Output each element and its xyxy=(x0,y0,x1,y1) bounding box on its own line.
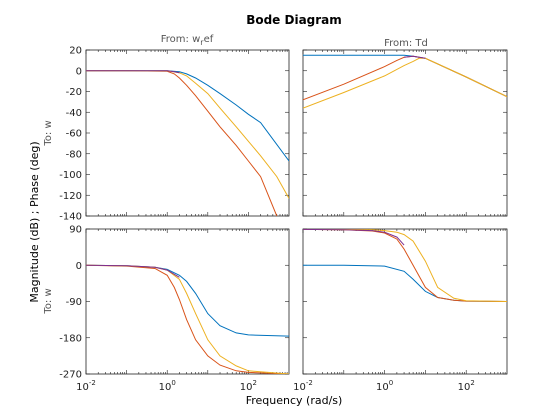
output-label-row1: To: w xyxy=(43,120,54,146)
x-tick-label: 102 xyxy=(458,379,475,393)
y-tick-label: -20 xyxy=(66,87,82,98)
x-tick-base: 10 xyxy=(240,382,253,393)
y-tick-label: 0 xyxy=(76,66,82,77)
tick-labels: 200-20-40-60-80-100-120-140900-90-180-27… xyxy=(59,46,475,394)
series-line-phase-wref-2 xyxy=(86,264,289,374)
series-line-mag-td-4 xyxy=(404,55,426,59)
y-tick-label: 0 xyxy=(76,261,82,272)
x-tick-label: 10-2 xyxy=(293,379,313,393)
x-tick-exponent: 0 xyxy=(171,379,175,387)
series-line-phase-td-4 xyxy=(303,229,405,246)
series-line-mag-td-3 xyxy=(303,57,507,109)
x-tick-base: 10 xyxy=(376,382,389,393)
y-tick-label: -140 xyxy=(59,212,82,223)
axes-frame-phase-wref xyxy=(85,228,290,375)
x-tick-exponent: -2 xyxy=(89,379,96,387)
x-tick-exponent: 0 xyxy=(389,379,393,387)
y-axis-label: Magnitude (dB) ; Phase (deg) xyxy=(28,141,41,302)
x-tick-exponent: 2 xyxy=(253,379,257,387)
y-tick-label: -180 xyxy=(59,333,82,344)
x-tick-label: 10-2 xyxy=(76,379,96,393)
curves-layer xyxy=(86,54,507,374)
x-tick-exponent: -2 xyxy=(306,379,313,387)
output-label-row2: To: w xyxy=(43,288,54,314)
figure-title: Bode Diagram xyxy=(246,13,342,27)
x-tick-base: 10 xyxy=(293,382,306,393)
input-label-wref: From: wref xyxy=(161,34,214,47)
x-tick-base: 10 xyxy=(159,382,172,393)
x-tick-exponent: 2 xyxy=(470,379,474,387)
y-tick-label: -60 xyxy=(66,129,82,140)
series-line-phase-td-3 xyxy=(303,229,507,302)
x-axis-label: Frequency (rad/s) xyxy=(246,394,343,407)
x-tick-base: 10 xyxy=(458,382,471,393)
series-line-phase-wref-4 xyxy=(86,264,180,278)
x-tick-label: 100 xyxy=(376,379,393,393)
y-tick-label: -90 xyxy=(66,297,82,308)
axes-frame-mag-td xyxy=(302,49,508,217)
input-label-td: From: Td xyxy=(384,38,428,49)
y-tick-label: -40 xyxy=(66,108,82,119)
y-tick-label: 90 xyxy=(69,225,82,236)
axes-layer xyxy=(85,49,508,375)
axes-frame-mag-wref xyxy=(85,49,290,217)
x-tick-label: 102 xyxy=(240,379,257,393)
x-tick-base: 10 xyxy=(76,382,89,393)
series-line-mag-wref-4 xyxy=(86,70,180,74)
y-tick-label: -100 xyxy=(59,170,82,181)
y-tick-label: -120 xyxy=(59,191,82,202)
y-tick-label: -80 xyxy=(66,149,82,160)
x-tick-label: 100 xyxy=(159,379,176,393)
y-tick-label: 20 xyxy=(69,46,82,57)
y-tick-label: -270 xyxy=(59,370,82,381)
